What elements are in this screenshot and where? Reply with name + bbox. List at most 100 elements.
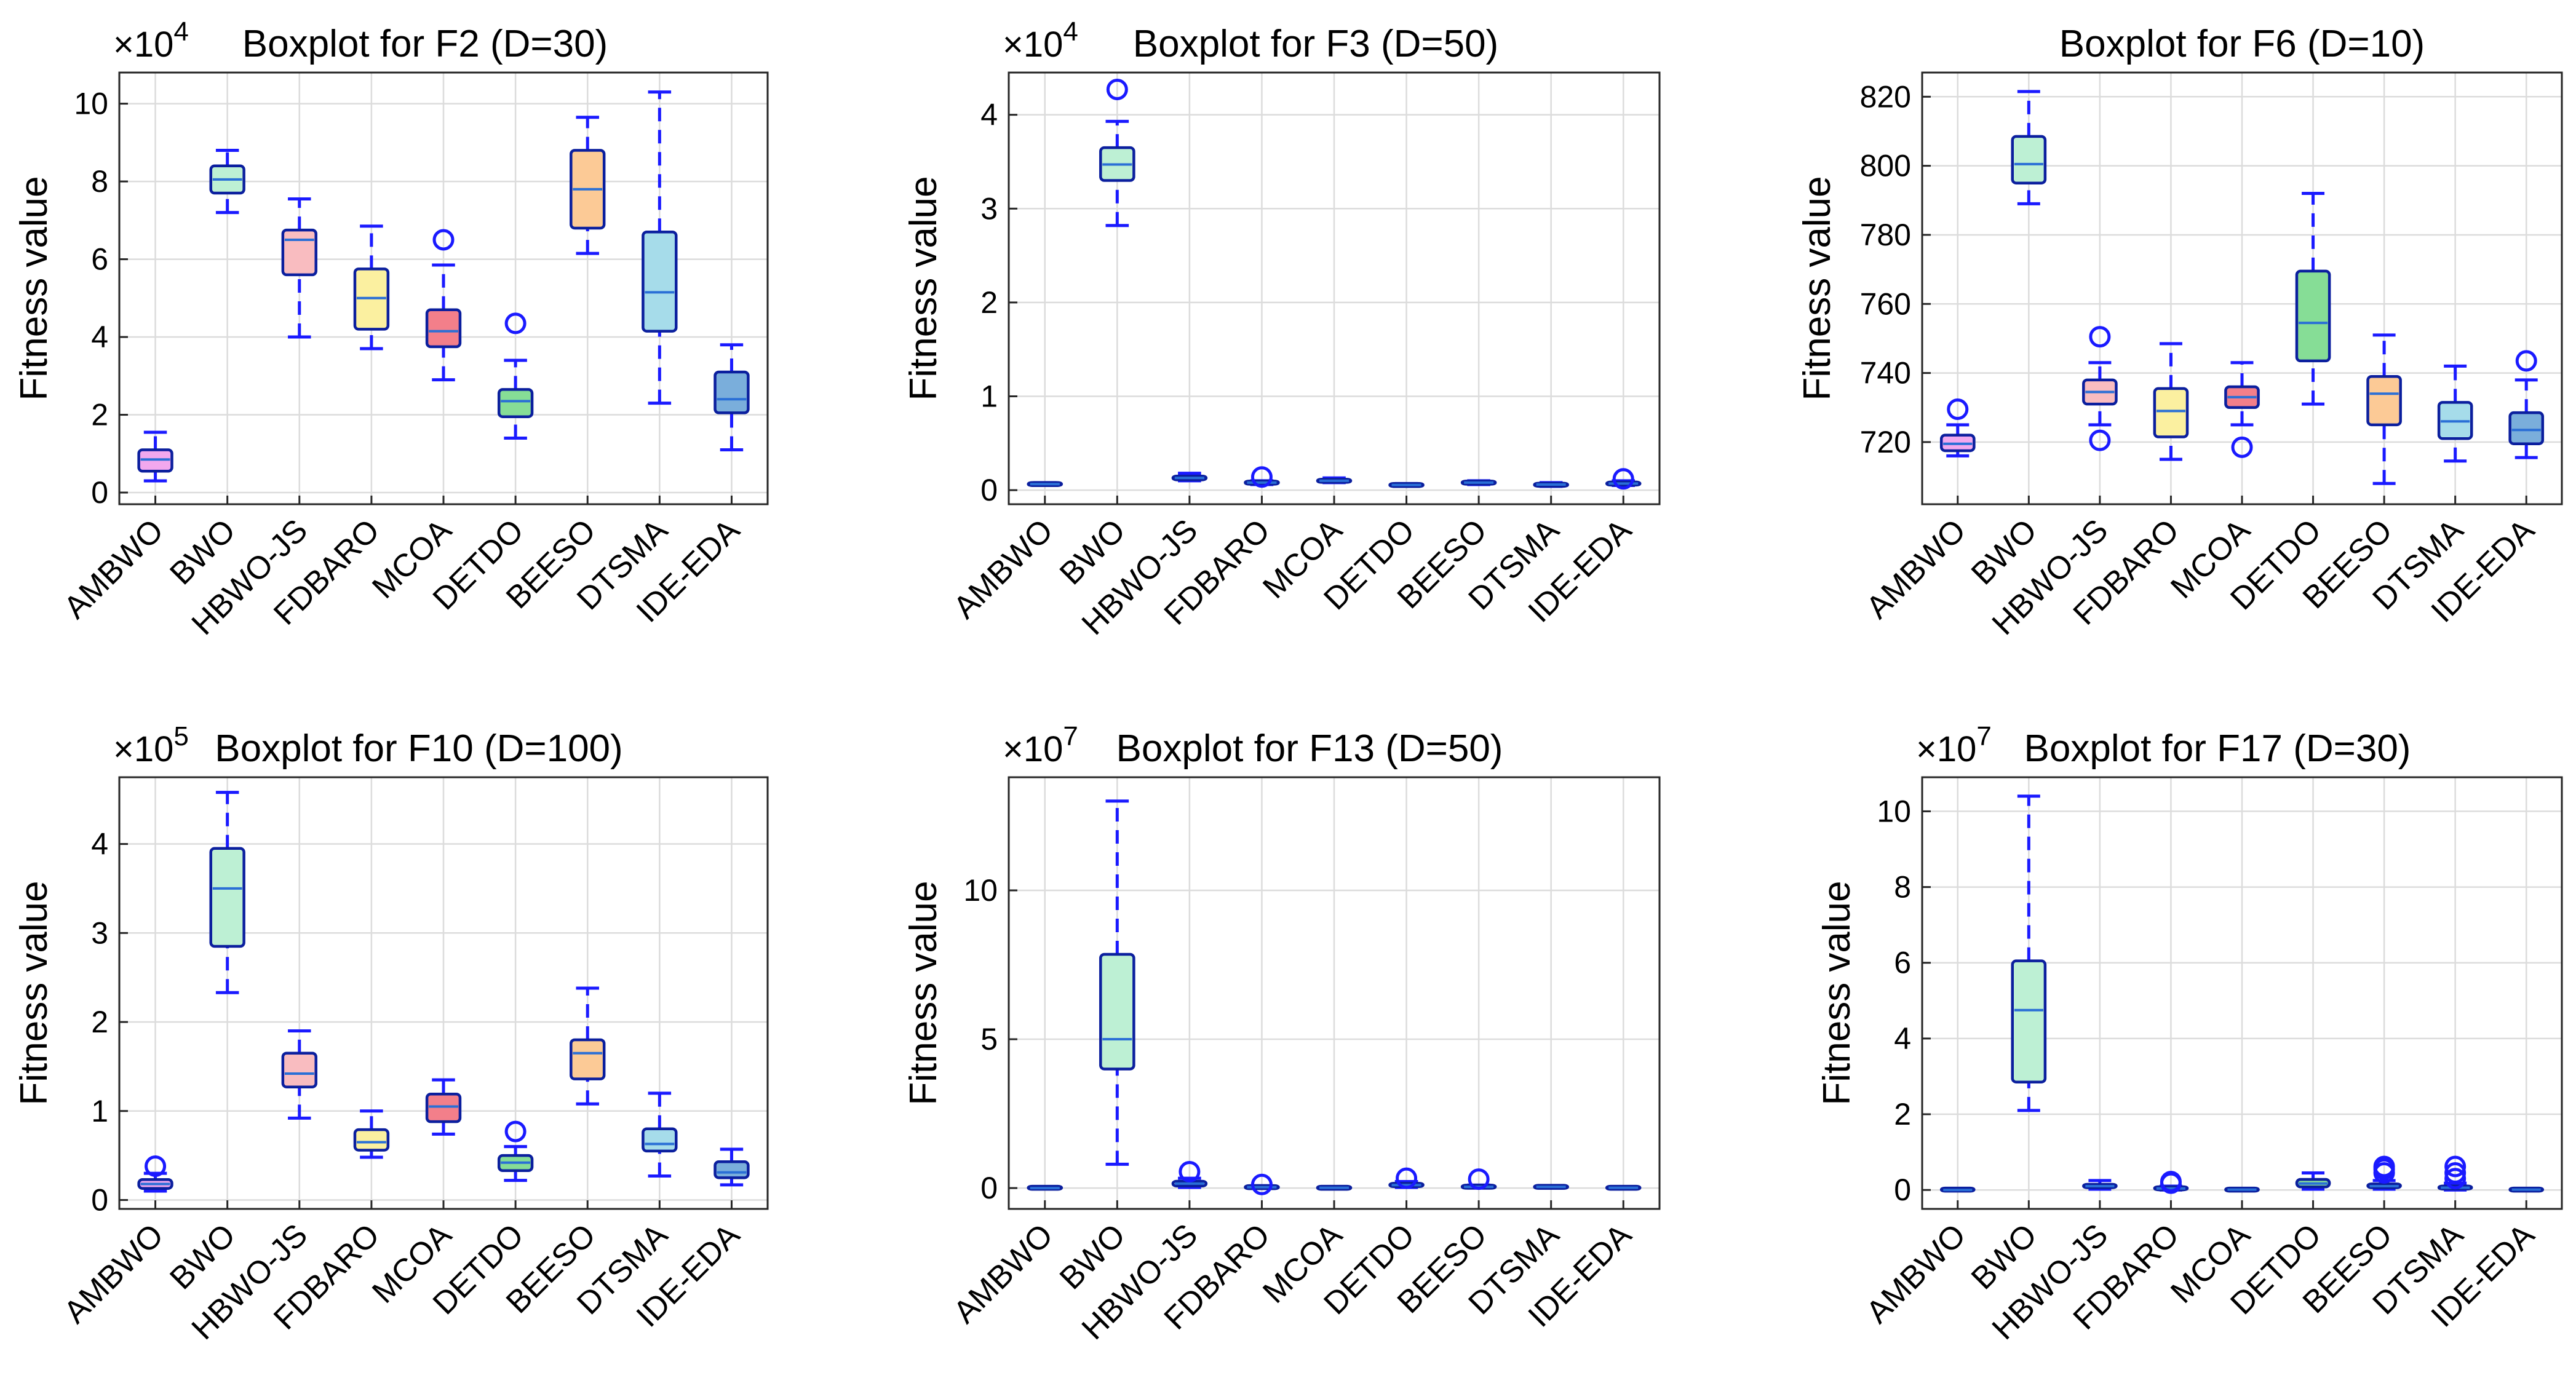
y-tick-label: 10 <box>963 873 998 908</box>
box-fdbaro <box>1244 1173 1280 1195</box>
iqr-box <box>2153 387 2189 438</box>
box-ide-eda <box>714 1147 750 1187</box>
iqr-box <box>2011 135 2047 184</box>
box-ide-eda <box>714 343 750 451</box>
box-hbwo-js <box>281 197 317 339</box>
chart-title: Boxplot for F10 (D=100) <box>215 727 622 770</box>
outlier-point <box>2444 1168 2467 1190</box>
outlier-point <box>1106 78 1128 100</box>
box-bwo <box>1099 78 1135 228</box>
y-tick-label: 0 <box>1894 1173 1911 1207</box>
box-detdo <box>2295 1171 2331 1191</box>
box-beeso <box>2366 1155 2402 1191</box>
outlier-point <box>145 1155 167 1178</box>
box-ambwo <box>137 1155 173 1193</box>
box-dtsma <box>1533 1184 1569 1190</box>
iqr-box <box>281 228 317 277</box>
x-tick-label: AMBWO <box>1859 512 1973 625</box>
box-mcoa <box>2224 1186 2260 1193</box>
axis-exponent: 7 <box>1063 721 1078 751</box>
box-ambwo <box>1939 398 1976 457</box>
x-tick-label: AMBWO <box>57 1217 170 1330</box>
iqr-box <box>2295 269 2331 363</box>
x-tick-label: AMBWO <box>57 512 170 625</box>
y-tick-label: 800 <box>1860 149 1911 183</box>
y-tick-label: 6 <box>91 242 108 277</box>
y-axis-label: Fitness value <box>13 881 55 1105</box>
iqr-box <box>570 1038 606 1080</box>
outlier-point <box>2089 429 2111 451</box>
iqr-box <box>497 388 534 418</box>
y-tick-label: 760 <box>1860 287 1911 321</box>
iqr-box <box>1099 952 1135 1071</box>
subplot-4: 01234AMBWOBWOHBWO-JSFDBAROMCOADETDOBEESO… <box>13 721 769 1347</box>
box-fdbaro <box>1244 466 1280 488</box>
y-tick-label: 1 <box>980 379 998 414</box>
outlier-point <box>1250 466 1273 488</box>
box-fdbaro <box>353 224 390 350</box>
axis-exponent: 7 <box>1976 721 1991 751</box>
axis-multiplier: ×107 <box>1003 721 1078 769</box>
outlier-point <box>1179 1160 1201 1182</box>
box-hbwo-js <box>1171 1160 1208 1189</box>
box-dtsma <box>642 90 678 405</box>
axis-exponent: 4 <box>173 17 188 47</box>
box-beeso <box>1460 1168 1497 1190</box>
box-hbwo-js <box>2082 1179 2118 1191</box>
box-ide-eda <box>2508 350 2545 459</box>
axis-exponent: 5 <box>173 721 188 751</box>
y-tick-label: 3 <box>980 191 998 226</box>
y-tick-label: 820 <box>1860 79 1911 114</box>
y-tick-label: 2 <box>91 398 108 432</box>
box-mcoa <box>425 229 462 382</box>
box-dtsma <box>642 1091 678 1178</box>
x-tick-label: AMBWO <box>947 512 1060 625</box>
axis-exponent: 4 <box>1063 17 1078 47</box>
y-tick-label: 8 <box>1894 870 1911 905</box>
y-tick-label: 2 <box>1894 1097 1911 1131</box>
y-tick-label: 0 <box>980 1171 998 1205</box>
outlier-point <box>1947 398 1969 421</box>
iqr-box <box>2508 411 2545 445</box>
iqr-box <box>425 308 462 349</box>
y-axis-label: Fitness value <box>902 176 945 400</box>
axis-multiplier: ×104 <box>1003 17 1078 65</box>
y-axis-label: Fitness value <box>13 176 55 400</box>
box-mcoa <box>1316 1184 1353 1191</box>
box-dtsma <box>1533 481 1569 488</box>
outlier-point <box>2444 1162 2467 1184</box>
iqr-box <box>2011 959 2047 1083</box>
subplot-2: 01234AMBWOBWOHBWO-JSFDBAROMCOADETDOBEESO… <box>902 17 1661 642</box>
box-hbwo-js <box>2082 326 2118 451</box>
x-tick-label: AMBWO <box>1859 1217 1973 1330</box>
box-beeso <box>1460 479 1497 486</box>
chart-title: Boxplot for F3 (D=50) <box>1133 23 1498 65</box>
box-beeso <box>570 116 606 255</box>
outlier-point <box>1396 1167 1418 1189</box>
box-mcoa <box>1316 476 1353 485</box>
y-tick-label: 720 <box>1860 425 1911 459</box>
iqr-box <box>425 1093 462 1123</box>
box-detdo <box>497 1120 534 1182</box>
y-tick-label: 4 <box>91 827 108 861</box>
chart-title: Boxplot for F13 (D=50) <box>1116 727 1503 770</box>
box-detdo <box>2295 192 2331 406</box>
y-tick-label: 0 <box>91 475 108 510</box>
box-beeso <box>2366 333 2402 485</box>
iqr-box <box>281 1051 317 1088</box>
outlier-point <box>432 229 455 251</box>
y-axis-label: Fitness value <box>1816 881 1858 1105</box>
y-tick-label: 3 <box>91 916 108 950</box>
y-tick-label: 0 <box>91 1183 108 1218</box>
box-hbwo-js <box>281 1029 317 1120</box>
outlier-point <box>2373 1155 2395 1178</box>
y-tick-label: 5 <box>980 1022 998 1056</box>
box-ide-eda <box>1605 1184 1642 1191</box>
box-bwo <box>2011 794 2047 1112</box>
box-bwo <box>1099 799 1135 1166</box>
box-mcoa <box>425 1078 462 1136</box>
y-tick-label: 6 <box>1894 946 1911 980</box>
y-axis-label: Fitness value <box>902 881 945 1105</box>
box-ambwo <box>137 430 173 483</box>
outlier-point <box>504 1120 527 1142</box>
